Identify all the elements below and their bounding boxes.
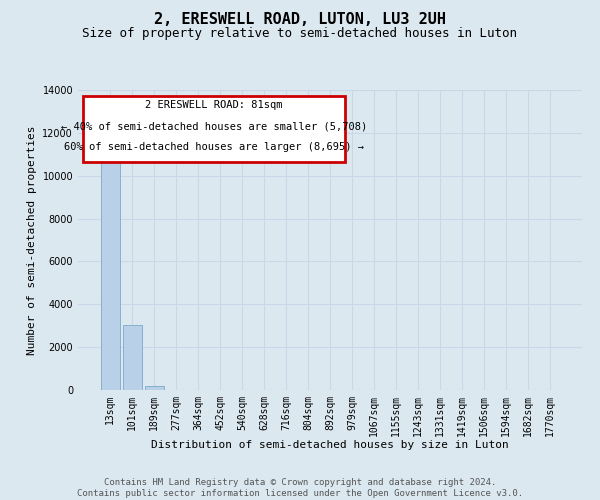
Bar (123, 324, 142, 390)
Text: 2 ERESWELL ROAD: 81sqm: 2 ERESWELL ROAD: 81sqm (145, 100, 283, 110)
Text: Contains HM Land Registry data © Crown copyright and database right 2024.
Contai: Contains HM Land Registry data © Crown c… (77, 478, 523, 498)
Text: ← 40% of semi-detached houses are smaller (5,708): ← 40% of semi-detached houses are smalle… (61, 121, 367, 131)
Text: 2, ERESWELL ROAD, LUTON, LU3 2UH: 2, ERESWELL ROAD, LUTON, LU3 2UH (154, 12, 446, 28)
Bar (145, 386, 164, 390)
X-axis label: Distribution of semi-detached houses by size in Luton: Distribution of semi-detached houses by … (151, 440, 509, 450)
FancyBboxPatch shape (83, 96, 345, 162)
Text: 60% of semi-detached houses are larger (8,695) →: 60% of semi-detached houses are larger (… (64, 142, 364, 152)
Y-axis label: Number of semi-detached properties: Number of semi-detached properties (27, 125, 37, 355)
Bar (101, 146, 119, 390)
Text: Size of property relative to semi-detached houses in Luton: Size of property relative to semi-detach… (83, 28, 517, 40)
